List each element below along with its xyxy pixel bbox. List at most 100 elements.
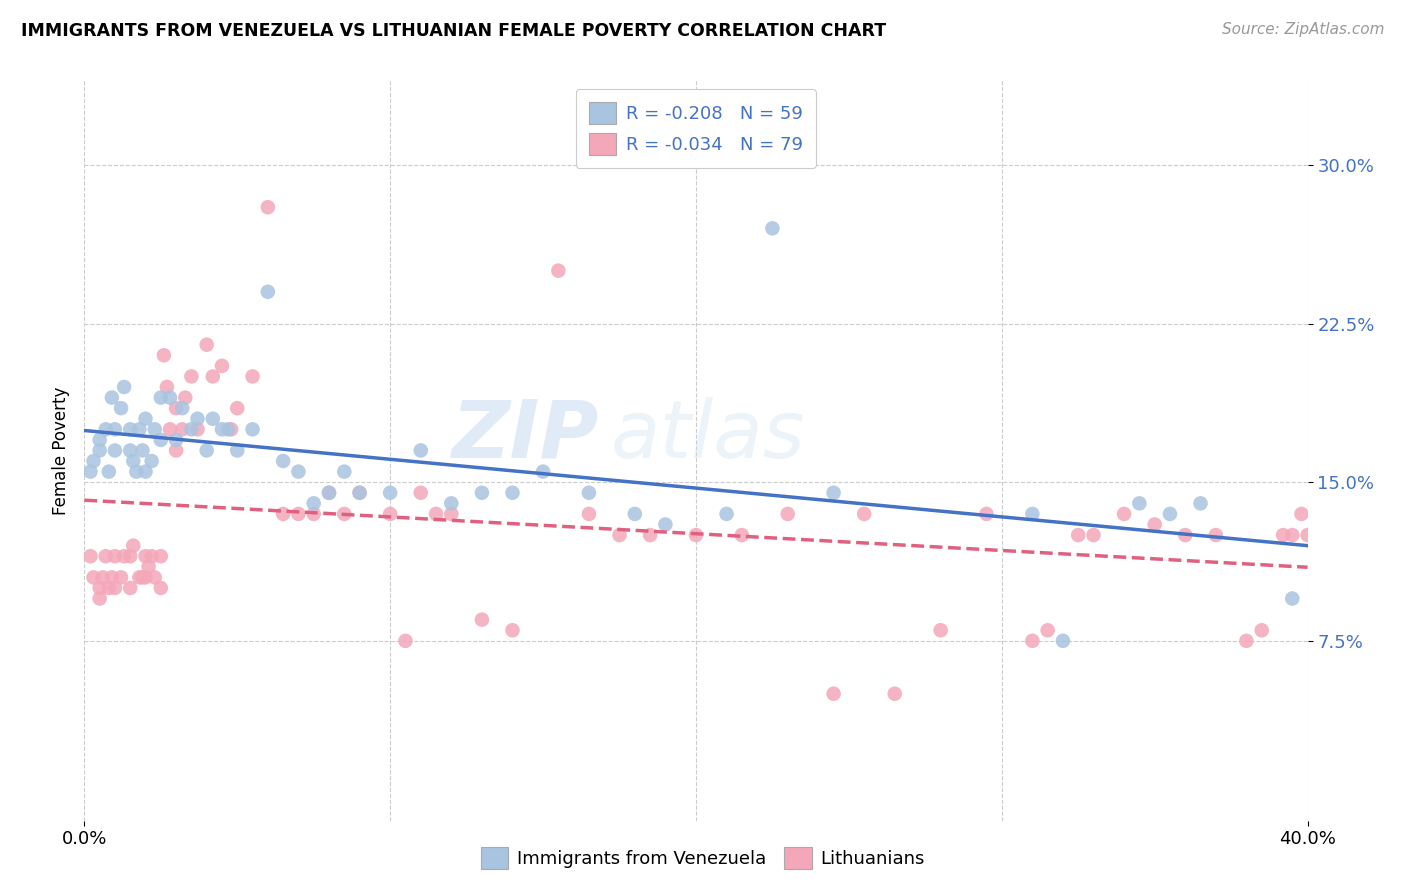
Point xyxy=(128,422,150,436)
Point xyxy=(165,433,187,447)
Point xyxy=(1128,496,1150,510)
Point xyxy=(89,581,111,595)
Point xyxy=(180,422,202,436)
Point xyxy=(1250,624,1272,638)
Point xyxy=(149,581,172,595)
Point xyxy=(531,465,554,479)
Point xyxy=(302,496,325,510)
Point xyxy=(143,422,166,436)
Point xyxy=(104,422,127,436)
Point xyxy=(79,465,101,479)
Point xyxy=(609,528,631,542)
Point xyxy=(287,507,309,521)
Point xyxy=(409,485,432,500)
Point xyxy=(128,570,150,584)
Point xyxy=(201,411,224,425)
Point xyxy=(1067,528,1090,542)
Point xyxy=(110,570,132,584)
Point xyxy=(165,401,187,416)
Point xyxy=(242,369,264,384)
Point xyxy=(149,549,172,564)
Point xyxy=(195,443,218,458)
Point xyxy=(97,465,120,479)
Point xyxy=(1281,528,1303,542)
Point xyxy=(1272,528,1295,542)
Point xyxy=(94,422,117,436)
Point xyxy=(1021,633,1043,648)
Point xyxy=(287,465,309,479)
Point xyxy=(502,485,524,500)
Point xyxy=(122,454,145,468)
Point xyxy=(1036,624,1059,638)
Point xyxy=(89,591,111,606)
Point xyxy=(143,570,166,584)
Text: ZIP: ZIP xyxy=(451,397,598,475)
Point xyxy=(394,633,416,648)
Point xyxy=(219,422,242,436)
Point xyxy=(153,348,176,362)
Point xyxy=(159,391,181,405)
Point xyxy=(547,263,569,277)
Point xyxy=(271,454,294,468)
Point xyxy=(120,443,142,458)
Point xyxy=(349,485,371,500)
Point xyxy=(440,496,463,510)
Point xyxy=(1083,528,1105,542)
Point xyxy=(125,465,148,479)
Point xyxy=(89,433,111,447)
Point xyxy=(318,485,340,500)
Point xyxy=(471,613,494,627)
Point xyxy=(716,507,738,521)
Point xyxy=(211,422,233,436)
Point xyxy=(883,687,905,701)
Point xyxy=(1174,528,1197,542)
Point xyxy=(110,401,132,416)
Point xyxy=(131,570,153,584)
Point xyxy=(135,549,157,564)
Point xyxy=(172,401,194,416)
Point xyxy=(1291,507,1313,521)
Point xyxy=(776,507,799,521)
Legend: Immigrants from Venezuela, Lithuanians: Immigrants from Venezuela, Lithuanians xyxy=(472,838,934,879)
Point xyxy=(135,465,157,479)
Point xyxy=(1236,633,1258,648)
Point xyxy=(186,422,208,436)
Point xyxy=(1296,528,1319,542)
Point xyxy=(318,485,340,500)
Point xyxy=(180,369,202,384)
Point xyxy=(101,391,124,405)
Point xyxy=(731,528,754,542)
Point xyxy=(186,411,208,425)
Point xyxy=(89,443,111,458)
Point xyxy=(174,391,197,405)
Point xyxy=(159,422,181,436)
Point xyxy=(685,528,707,542)
Point xyxy=(135,411,157,425)
Point xyxy=(271,507,294,521)
Point xyxy=(425,507,447,521)
Point xyxy=(211,359,233,373)
Point xyxy=(471,485,494,500)
Point xyxy=(172,422,194,436)
Y-axis label: Female Poverty: Female Poverty xyxy=(52,386,70,515)
Point xyxy=(112,380,135,394)
Point xyxy=(83,570,105,584)
Text: atlas: atlas xyxy=(610,397,806,475)
Point xyxy=(94,549,117,564)
Point xyxy=(823,485,845,500)
Point xyxy=(578,507,600,521)
Point xyxy=(333,465,356,479)
Text: IMMIGRANTS FROM VENEZUELA VS LITHUANIAN FEMALE POVERTY CORRELATION CHART: IMMIGRANTS FROM VENEZUELA VS LITHUANIAN … xyxy=(21,22,886,40)
Point xyxy=(138,559,160,574)
Point xyxy=(120,422,142,436)
Point xyxy=(141,549,163,564)
Point xyxy=(1205,528,1227,542)
Point xyxy=(122,539,145,553)
Point xyxy=(349,485,371,500)
Point xyxy=(217,422,239,436)
Point xyxy=(131,443,153,458)
Point xyxy=(1281,591,1303,606)
Point xyxy=(257,285,280,299)
Point xyxy=(578,485,600,500)
Point xyxy=(226,401,249,416)
